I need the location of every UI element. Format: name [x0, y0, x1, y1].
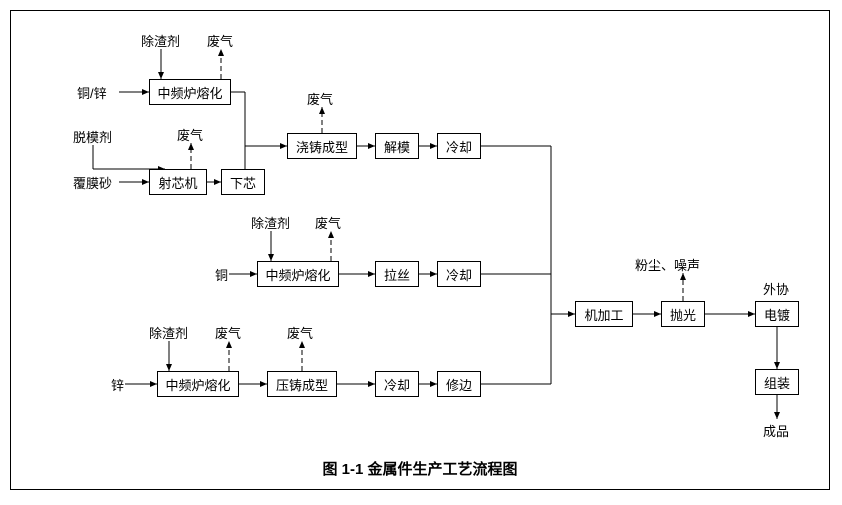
label-l_sand: 覆膜砂: [73, 173, 112, 192]
label-l_slag2: 除渣剂: [251, 213, 290, 232]
node-n_assemble: 组装: [755, 369, 799, 395]
label-l_dust: 粉尘、噪声: [635, 255, 700, 274]
node-n_core: 下芯: [221, 169, 265, 195]
node-n_demold: 解模: [375, 133, 419, 159]
node-n_trim: 修边: [437, 371, 481, 397]
node-n_cool1: 冷却: [437, 133, 481, 159]
label-l_zn: 锌: [111, 375, 124, 394]
node-n_cool3: 冷却: [375, 371, 419, 397]
node-n_furnace3: 中频炉熔化: [157, 371, 239, 397]
label-l_gas5: 废气: [215, 323, 241, 342]
diagram-frame: 图 1-1 金属件生产工艺流程图 中频炉熔化射芯机下芯浇铸成型解模冷却中频炉熔化…: [10, 10, 830, 490]
node-n_cool2: 冷却: [437, 261, 481, 287]
node-n_draw: 拉丝: [375, 261, 419, 287]
label-l_gas6: 废气: [287, 323, 313, 342]
label-l_gas3: 废气: [307, 89, 333, 108]
node-n_shoot: 射芯机: [149, 169, 207, 195]
label-l_slag1: 除渣剂: [141, 31, 180, 50]
label-l_outsrc: 外协: [763, 279, 789, 298]
label-l_cu: 铜: [215, 265, 228, 284]
label-l_cuzn: 铜/锌: [77, 83, 107, 102]
label-l_product: 成品: [763, 421, 789, 440]
node-n_furnace2: 中频炉熔化: [257, 261, 339, 287]
node-n_pour: 浇铸成型: [287, 133, 357, 159]
label-l_release: 脱模剂: [73, 127, 112, 146]
edge-layer: [11, 11, 831, 491]
node-n_plate: 电镀: [755, 301, 799, 327]
node-n_diecast: 压铸成型: [267, 371, 337, 397]
node-n_furnace1: 中频炉熔化: [149, 79, 231, 105]
label-l_gas4: 废气: [315, 213, 341, 232]
diagram-caption: 图 1-1 金属件生产工艺流程图: [11, 458, 829, 479]
label-l_gas2: 废气: [177, 125, 203, 144]
label-l_slag3: 除渣剂: [149, 323, 188, 342]
label-l_gas1: 废气: [207, 31, 233, 50]
node-n_polish: 抛光: [661, 301, 705, 327]
node-n_machine: 机加工: [575, 301, 633, 327]
